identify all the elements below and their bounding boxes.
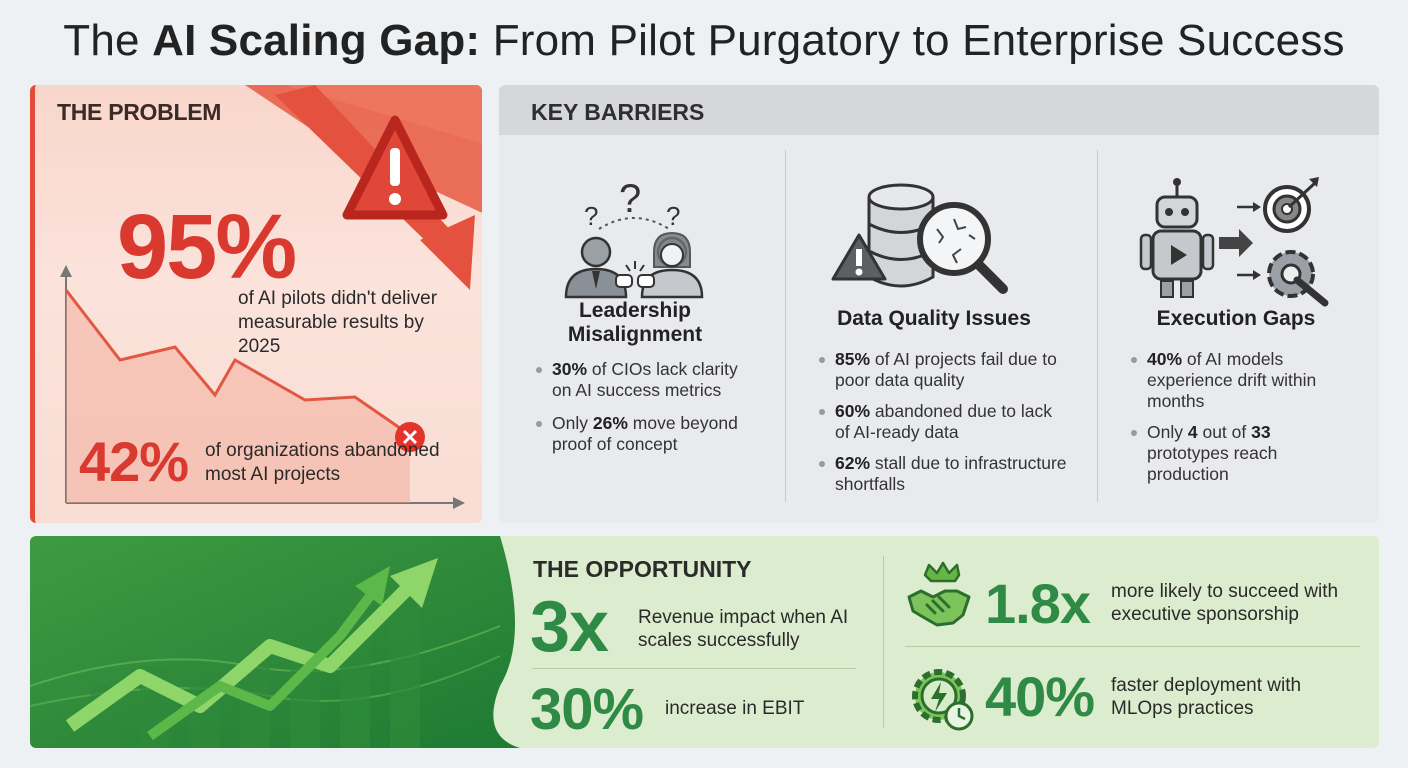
- stat-1-8x: 1.8x: [985, 572, 1091, 635]
- svg-text:?: ?: [666, 201, 680, 231]
- stat-40-percent: 40%: [985, 665, 1095, 728]
- problem-chart-art: [60, 85, 482, 509]
- svg-text:?: ?: [584, 201, 598, 231]
- database-magnifier-icon: [831, 183, 1008, 294]
- stat-40-percent-text: faster deployment with MLOps practices: [1111, 675, 1302, 719]
- barrier-leadership: ? ? ? Leadership Misalignment 30% of: [504, 137, 766, 517]
- barriers-header-band: [499, 85, 1379, 135]
- divider: [785, 150, 786, 502]
- svg-text:?: ?: [619, 177, 641, 221]
- leadership-conflict-icon: ? ? ?: [564, 177, 704, 299]
- barriers-header: KEY BARRIERS: [531, 99, 705, 125]
- stat-3x: 3x: [530, 587, 609, 667]
- growth-chart-art: [30, 536, 520, 748]
- list-item: Only 26% move beyond proof of concept: [536, 413, 758, 455]
- handshake-crown-icon: [907, 561, 971, 627]
- robot-target-gear-icon: [1139, 177, 1329, 307]
- list-item: 62% stall due to infrastructure shortfal…: [819, 453, 1069, 495]
- data-quality-bullets: 85% of AI projects fail due to poor data…: [819, 349, 1069, 505]
- barrier-data-quality: Data Quality Issues 85% of AI projects f…: [789, 137, 1079, 517]
- stat-95-caption: of AI pilots didn't deliver measurable r…: [238, 288, 438, 357]
- execution-title: Execution Gaps: [1156, 307, 1316, 330]
- execution-bullets: 40% of AI models experience drift within…: [1131, 349, 1351, 495]
- list-item: 40% of AI models experience drift within…: [1131, 349, 1351, 412]
- problem-panel: THE PROBLEM 95% of AI pilots didn't deli…: [30, 85, 482, 523]
- list-item: 30% of CIOs lack clarity on AI success m…: [536, 359, 758, 401]
- list-item: 85% of AI projects fail due to poor data…: [819, 349, 1069, 391]
- list-item: Only 4 out of 33 prototypes reach produc…: [1131, 422, 1351, 485]
- divider: [532, 668, 856, 669]
- warning-triangle-icon: [342, 115, 448, 220]
- stat-1-8x-text: more likely to succeed with executive sp…: [1111, 581, 1339, 625]
- opportunity-header: THE OPPORTUNITY: [533, 556, 752, 582]
- stat-30-percent-text: increase in EBIT: [665, 698, 805, 719]
- failure-x-icon: [395, 422, 425, 452]
- stat-95-percent: 95%: [117, 196, 297, 298]
- stat-30-percent: 30%: [530, 677, 644, 742]
- stat-3x-text: Revenue impact when AI scales successful…: [638, 607, 849, 651]
- divider: [883, 556, 884, 728]
- stat-42-caption: of organizations abandoned most AI proje…: [205, 440, 440, 485]
- stat-42-percent: 42%: [79, 430, 189, 493]
- gear-lightning-clock-icon: [912, 669, 974, 731]
- problem-header: THE PROBLEM: [57, 99, 222, 125]
- leadership-bullets: 30% of CIOs lack clarity on AI success m…: [536, 359, 758, 465]
- divider: [905, 646, 1360, 647]
- barrier-execution: Execution Gaps 40% of AI models experien…: [1101, 137, 1371, 517]
- key-barriers-panel: KEY BARRIERS ? ? ? Leadership Misa: [499, 85, 1379, 523]
- leadership-title: Leadership Misalignment: [567, 299, 703, 346]
- growth-arrow-icon: [65, 558, 438, 741]
- divider: [1097, 150, 1098, 502]
- data-quality-title: Data Quality Issues: [837, 307, 1031, 330]
- opportunity-panel: THE OPPORTUNITY 3x Revenue impact when A…: [30, 536, 1379, 748]
- page-title: The AI Scaling Gap: From Pilot Purgatory…: [63, 16, 1345, 65]
- list-item: 60% abandoned due to lack of AI-ready da…: [819, 401, 1069, 443]
